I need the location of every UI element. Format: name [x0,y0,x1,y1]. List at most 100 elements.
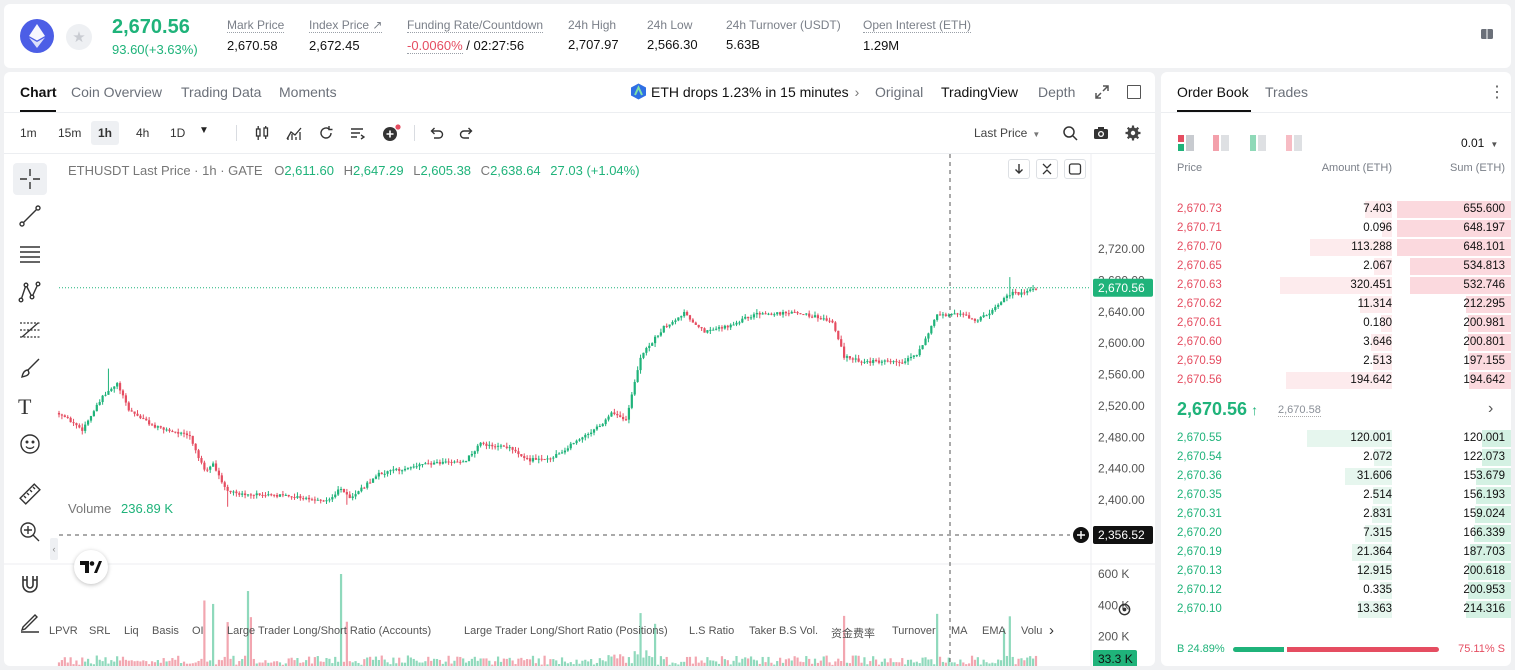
trend-line-tool-icon[interactable] [18,204,42,231]
volume-bar [909,659,913,666]
favorite-star-icon[interactable]: ★ [66,24,92,50]
volume-bar [845,662,849,666]
bid-row[interactable]: 2,670.10 13.363 214.316 [1161,600,1511,619]
compare-icon[interactable] [318,125,334,144]
ask-row[interactable]: 2,670.73 7.403 655.600 [1161,200,1511,219]
redo-icon[interactable] [459,125,475,144]
bid-row[interactable]: 2,670.31 2.831 159.024 [1161,505,1511,524]
collapse-toolbar-handle[interactable]: ‹ [50,538,58,560]
ask-row[interactable]: 2,670.62 11.314 212.295 [1161,295,1511,314]
tab-coin-overview[interactable]: Coin Overview [71,84,163,100]
brush-tool-icon[interactable] [18,356,42,383]
precision-select[interactable]: 0.01 ▼ [1461,136,1499,150]
horizontal-lines-tool-icon[interactable] [18,242,42,269]
ask-row[interactable]: 2,670.61 0.180 200.981 [1161,314,1511,333]
indicator-shortcut[interactable]: Large Trader Long/Short Ratio (Positions… [464,625,668,637]
indicator-shortcut[interactable]: Volu [1021,625,1043,637]
indicator-shortcut[interactable]: OI [192,625,204,637]
book-view-both-icon[interactable] [1178,135,1194,154]
indicator-shortcut[interactable]: SRL [89,625,111,637]
tab-original[interactable]: Original [875,84,924,100]
volume-bar [933,664,936,666]
book-last-price[interactable]: 2,670.56 ↑ [1177,399,1259,419]
tab-moments[interactable]: Moments [279,84,337,100]
bid-row[interactable]: 2,670.19 21.364 187.703 [1161,543,1511,562]
indicator-shortcut[interactable]: Basis [152,625,179,637]
settings-gear-icon[interactable] [1125,125,1141,144]
ask-row[interactable]: 2,670.60 3.646 200.801 [1161,333,1511,352]
bid-row[interactable]: 2,670.35 2.514 156.193 [1161,486,1511,505]
bid-row[interactable]: 2,670.54 2.072 122.073 [1161,448,1511,467]
chevron-right-icon[interactable]: › [1488,400,1494,417]
book-view-asks-icon[interactable] [1213,135,1229,154]
tab-trading-data[interactable]: Trading Data [181,84,262,100]
candle [872,360,875,363]
ask-row[interactable]: 2,670.71 0.096 648.197 [1161,219,1511,238]
price-type-select[interactable]: Last Price ▼ [974,126,1041,140]
tab-trades[interactable]: Trades [1265,84,1309,100]
tab-chart[interactable]: Chart [20,84,57,100]
more-menu-icon[interactable]: ⋮ [1489,84,1505,101]
price-alert-link[interactable]: ETH drops 1.23% in 15 minutes › [651,84,860,100]
indicator-shortcut[interactable]: Taker B.S Vol. [749,625,819,637]
price-chart[interactable]: 2,720.002,680.002,640.002,600.002,560.00… [4,154,1155,666]
templates-icon[interactable] [349,125,366,144]
text-tool-icon[interactable]: T [18,394,32,419]
bid-row[interactable]: 2,670.12 0.335 200.953 [1161,581,1511,600]
book-view-large-icon[interactable] [1286,135,1302,154]
emoji-tool-icon[interactable] [18,432,42,459]
undo-icon[interactable] [428,125,444,144]
indicators-scroll-right-icon[interactable]: › [1049,622,1054,639]
tab-depth[interactable]: Depth [1038,84,1076,100]
book-view-bids-icon[interactable] [1250,135,1266,154]
collapse-pane-button[interactable] [1036,159,1058,179]
window-icon[interactable] [1127,85,1141,99]
crosshair-tool[interactable] [13,163,47,195]
ask-row[interactable]: 2,670.65 2.067 534.813 [1161,257,1511,276]
ask-row[interactable]: 2,670.56 194.642 194.642 [1161,371,1511,390]
indicators-icon[interactable] [286,125,302,144]
indicator-shortcut[interactable]: LPVR [49,625,78,637]
ask-row[interactable]: 2,670.70 113.288 648.101 [1161,238,1511,257]
interval-dropdown-icon[interactable]: ▼ [199,125,209,136]
interval-4h[interactable]: 4h [136,126,150,140]
ruler-tool-icon[interactable] [18,482,42,509]
scroll-down-button[interactable] [1008,159,1030,179]
tab-tradingview[interactable]: TradingView [941,84,1019,100]
volume-bar [528,659,532,666]
camera-icon[interactable] [1093,125,1109,144]
interval-15m[interactable]: 15m [58,126,82,140]
chart-settings-icon[interactable] [1117,602,1132,620]
zoom-in-icon[interactable] [18,520,42,547]
interval-1h[interactable]: 1h [91,121,120,145]
bid-row[interactable]: 2,670.20 7.315 166.339 [1161,524,1511,543]
bid-row[interactable]: 2,670.55 120.001 120.001 [1161,429,1511,448]
ask-row[interactable]: 2,670.63 320.451 532.746 [1161,276,1511,295]
indicator-shortcut[interactable]: Turnover [892,625,936,637]
add-alert-icon[interactable] [382,124,402,145]
candle [319,499,322,501]
ask-row[interactable]: 2,670.59 2.513 197.155 [1161,352,1511,371]
pencil-lock-icon[interactable] [18,610,42,637]
pattern-tool-icon[interactable] [18,280,42,307]
candle-type-icon[interactable] [254,125,270,144]
indicator-shortcut[interactable]: Large Trader Long/Short Ratio (Accounts) [227,625,432,637]
fib-tool-icon[interactable] [18,318,42,345]
interval-1d[interactable]: 1D [170,126,186,140]
magnet-icon[interactable] [18,572,42,599]
maximize-pane-button[interactable] [1064,159,1086,179]
book-icon[interactable] [1479,26,1495,42]
indicator-shortcut[interactable]: MA [951,625,968,637]
search-icon[interactable] [1062,125,1078,144]
index-price-stat[interactable]: Index Price ↗ 2,672.45 [309,18,383,53]
tab-order-book[interactable]: Order Book [1177,84,1249,100]
bid-row[interactable]: 2,670.13 12.915 200.618 [1161,562,1511,581]
indicator-shortcut[interactable]: L.S Ratio [689,625,735,637]
bid-row[interactable]: 2,670.36 31.606 153.679 [1161,467,1511,486]
tradingview-logo-icon[interactable] [74,550,108,584]
interval-1m[interactable]: 1m [20,126,37,140]
indicator-shortcut[interactable]: Liq [124,625,139,637]
indicator-shortcut[interactable]: EMA [982,625,1006,637]
expand-icon[interactable] [1094,84,1110,100]
indicator-shortcut[interactable]: 资金费率 [831,628,875,640]
